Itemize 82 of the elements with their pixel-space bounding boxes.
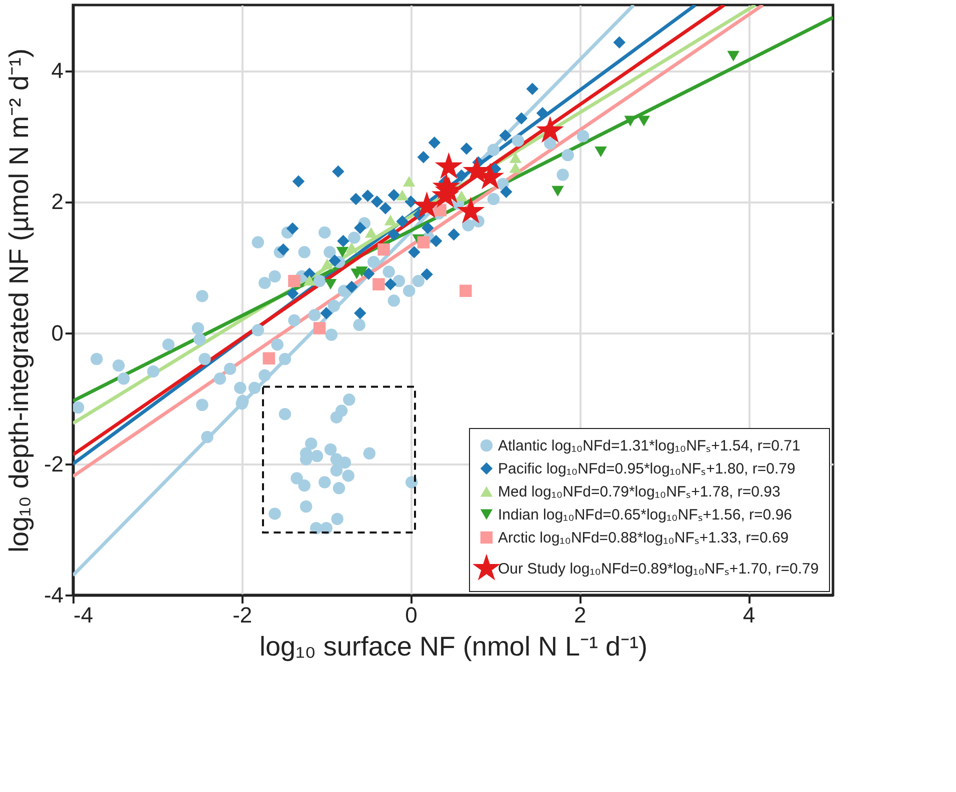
point (346, 242, 358, 253)
point (408, 246, 420, 258)
point (536, 116, 564, 143)
point (388, 228, 400, 241)
x-axis-title: log₁₀ surface NF (nmol N L⁻¹ d⁻¹) (260, 632, 648, 662)
point (384, 214, 397, 226)
y-tick-label: 2 (51, 189, 64, 214)
y-tick-label: -2 (44, 451, 64, 476)
legend-label: Arctic log₁₀NFd=0.88*log₁₀NFₛ+1.33, r=0.69 (498, 530, 789, 546)
point (320, 306, 332, 320)
point (460, 284, 472, 297)
point (384, 278, 397, 290)
point (613, 36, 626, 48)
y-tick-label: 4 (51, 58, 64, 84)
point (354, 222, 366, 234)
point (402, 176, 416, 187)
point (286, 287, 299, 300)
point (594, 146, 607, 158)
point (448, 228, 460, 241)
legend-label: Med log₁₀NFd=0.79*log₁₀NFₛ+1.78, r=0.93 (498, 484, 780, 500)
point (460, 142, 473, 155)
x-tick-label: 2 (574, 602, 586, 628)
point (396, 215, 408, 228)
legend-label: Indian log₁₀NFd=0.65*log₁₀NFₛ+1.56, r=0.96 (498, 506, 792, 524)
x-tick-label: -2 (232, 602, 252, 628)
point (388, 188, 400, 202)
point (430, 234, 442, 248)
legend-label: Pacific log₁₀NFd=0.95*log₁₀NFₛ+1.80, r=0.79 (498, 460, 796, 478)
point (378, 243, 390, 256)
point (354, 306, 366, 320)
point (286, 222, 299, 235)
point (455, 190, 468, 202)
point (624, 116, 636, 126)
y-tick-label: -4 (44, 582, 64, 608)
point (313, 322, 326, 334)
point (499, 129, 512, 142)
point (428, 136, 441, 149)
legend-label: Our Study log₁₀NFd=0.89*log₁₀NFₛ+1.70, r=0.79 (498, 560, 819, 578)
point (417, 150, 430, 164)
legend-label: Atlantic log₁₀NFd=1.31*log₁₀NFₛ+1.54, r=0.71 (498, 438, 800, 454)
point (350, 192, 362, 206)
point (500, 186, 512, 198)
point (370, 196, 384, 208)
point (526, 82, 538, 96)
point (509, 162, 522, 173)
point (262, 352, 276, 364)
point (515, 112, 528, 125)
point (379, 202, 392, 214)
point (364, 227, 378, 238)
point (346, 280, 358, 294)
point (324, 278, 337, 290)
point (288, 274, 300, 288)
point (328, 254, 341, 267)
point (372, 278, 385, 290)
point (356, 266, 368, 278)
point (362, 268, 375, 280)
point (434, 204, 446, 216)
point (420, 268, 433, 281)
point (336, 246, 348, 258)
point (552, 186, 564, 196)
point (638, 116, 650, 126)
point (337, 234, 350, 248)
point (422, 222, 434, 234)
x-tick-label: -4 (74, 602, 94, 628)
y-axis-title: log₁₀ depth-integrated NF (µmol N m⁻² d⁻¹) (4, 48, 34, 553)
point (456, 196, 485, 224)
point (362, 190, 374, 202)
point (332, 165, 344, 178)
point (434, 152, 463, 179)
point (455, 169, 468, 182)
point (417, 236, 430, 248)
point (509, 152, 522, 164)
y-tick-label: 0 (51, 320, 64, 346)
point (727, 50, 740, 62)
point (292, 175, 305, 188)
x-tick-label: 4 (742, 602, 756, 628)
x-tick-label: 0 (405, 602, 418, 628)
point (404, 196, 417, 208)
point (396, 190, 408, 200)
point (277, 243, 290, 256)
point (321, 258, 334, 270)
point (303, 275, 316, 286)
